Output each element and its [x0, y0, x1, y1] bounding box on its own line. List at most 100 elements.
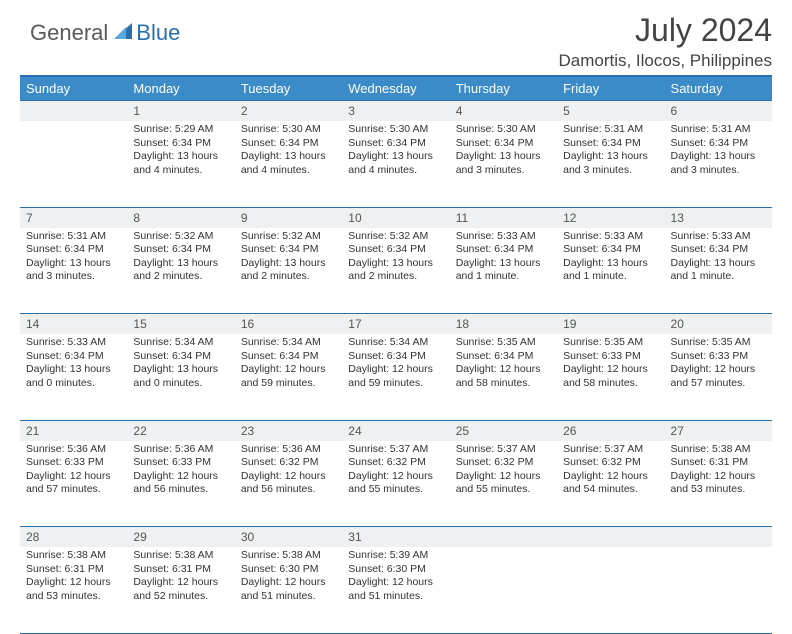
day-body: Sunrise: 5:32 AMSunset: 6:34 PMDaylight:…: [342, 228, 449, 289]
week-number-row: 78910111213: [20, 207, 772, 228]
sunrise-text: Sunrise: 5:38 AM: [671, 443, 766, 457]
day-number-cell: 2: [235, 101, 342, 122]
day-body: Sunrise: 5:36 AMSunset: 6:33 PMDaylight:…: [127, 441, 234, 502]
day-cell: Sunrise: 5:32 AMSunset: 6:34 PMDaylight:…: [342, 228, 449, 314]
day-cell: Sunrise: 5:38 AMSunset: 6:30 PMDaylight:…: [235, 547, 342, 633]
daylight-text: Daylight: 13 hours and 2 minutes.: [348, 257, 443, 284]
sunset-text: Sunset: 6:34 PM: [456, 137, 551, 151]
day-number-cell: 12: [557, 207, 664, 228]
sunrise-text: Sunrise: 5:35 AM: [671, 336, 766, 350]
sunset-text: Sunset: 6:34 PM: [26, 350, 121, 364]
day-body: [450, 547, 557, 553]
day-cell: Sunrise: 5:35 AMSunset: 6:33 PMDaylight:…: [557, 334, 664, 420]
day-number: 28: [20, 527, 127, 547]
day-header: Wednesday: [342, 76, 449, 101]
day-body: Sunrise: 5:31 AMSunset: 6:34 PMDaylight:…: [557, 121, 664, 182]
sunrise-text: Sunrise: 5:37 AM: [563, 443, 658, 457]
day-number: [450, 527, 557, 533]
day-header: Monday: [127, 76, 234, 101]
day-number: 11: [450, 208, 557, 228]
day-number: 7: [20, 208, 127, 228]
day-number: 25: [450, 421, 557, 441]
sunset-text: Sunset: 6:34 PM: [133, 243, 228, 257]
day-body: Sunrise: 5:37 AMSunset: 6:32 PMDaylight:…: [342, 441, 449, 502]
sunset-text: Sunset: 6:34 PM: [456, 350, 551, 364]
day-number: 13: [665, 208, 772, 228]
sunset-text: Sunset: 6:31 PM: [26, 563, 121, 577]
sunset-text: Sunset: 6:34 PM: [348, 350, 443, 364]
sunset-text: Sunset: 6:33 PM: [26, 456, 121, 470]
week-content-row: Sunrise: 5:29 AMSunset: 6:34 PMDaylight:…: [20, 121, 772, 207]
sunrise-text: Sunrise: 5:33 AM: [671, 230, 766, 244]
day-cell: Sunrise: 5:33 AMSunset: 6:34 PMDaylight:…: [450, 228, 557, 314]
day-body: Sunrise: 5:38 AMSunset: 6:30 PMDaylight:…: [235, 547, 342, 608]
day-number: 23: [235, 421, 342, 441]
day-number-cell: 25: [450, 420, 557, 441]
week-number-row: 21222324252627: [20, 420, 772, 441]
day-number-cell: 10: [342, 207, 449, 228]
day-number-cell: 23: [235, 420, 342, 441]
day-number: 21: [20, 421, 127, 441]
day-body: Sunrise: 5:30 AMSunset: 6:34 PMDaylight:…: [450, 121, 557, 182]
sunrise-text: Sunrise: 5:36 AM: [241, 443, 336, 457]
week-content-row: Sunrise: 5:38 AMSunset: 6:31 PMDaylight:…: [20, 547, 772, 633]
sunrise-text: Sunrise: 5:30 AM: [348, 123, 443, 137]
day-body: Sunrise: 5:32 AMSunset: 6:34 PMDaylight:…: [235, 228, 342, 289]
day-number: [557, 527, 664, 533]
day-cell: Sunrise: 5:38 AMSunset: 6:31 PMDaylight:…: [127, 547, 234, 633]
day-cell: Sunrise: 5:31 AMSunset: 6:34 PMDaylight:…: [665, 121, 772, 207]
header: General Blue July 2024 Damortis, Ilocos,…: [20, 12, 772, 71]
calendar-table: Sunday Monday Tuesday Wednesday Thursday…: [20, 75, 772, 634]
sunrise-text: Sunrise: 5:35 AM: [563, 336, 658, 350]
day-body: [665, 547, 772, 553]
sunrise-text: Sunrise: 5:37 AM: [456, 443, 551, 457]
day-number-cell: 20: [665, 314, 772, 335]
day-number: 24: [342, 421, 449, 441]
day-cell: Sunrise: 5:31 AMSunset: 6:34 PMDaylight:…: [557, 121, 664, 207]
daylight-text: Daylight: 12 hours and 53 minutes.: [26, 576, 121, 603]
day-cell: Sunrise: 5:35 AMSunset: 6:33 PMDaylight:…: [665, 334, 772, 420]
sunrise-text: Sunrise: 5:31 AM: [671, 123, 766, 137]
daylight-text: Daylight: 12 hours and 55 minutes.: [348, 470, 443, 497]
day-header: Tuesday: [235, 76, 342, 101]
day-cell: Sunrise: 5:34 AMSunset: 6:34 PMDaylight:…: [342, 334, 449, 420]
day-body: Sunrise: 5:33 AMSunset: 6:34 PMDaylight:…: [665, 228, 772, 289]
month-title: July 2024: [558, 12, 772, 49]
day-number: 18: [450, 314, 557, 334]
daylight-text: Daylight: 13 hours and 3 minutes.: [563, 150, 658, 177]
day-cell: Sunrise: 5:37 AMSunset: 6:32 PMDaylight:…: [342, 441, 449, 527]
sunset-text: Sunset: 6:33 PM: [133, 456, 228, 470]
day-header-row: Sunday Monday Tuesday Wednesday Thursday…: [20, 76, 772, 101]
day-number: 9: [235, 208, 342, 228]
sunrise-text: Sunrise: 5:33 AM: [563, 230, 658, 244]
daylight-text: Daylight: 12 hours and 59 minutes.: [241, 363, 336, 390]
day-cell: Sunrise: 5:37 AMSunset: 6:32 PMDaylight:…: [450, 441, 557, 527]
day-cell: Sunrise: 5:30 AMSunset: 6:34 PMDaylight:…: [235, 121, 342, 207]
day-header: Friday: [557, 76, 664, 101]
day-number-cell: 3: [342, 101, 449, 122]
daylight-text: Daylight: 13 hours and 4 minutes.: [348, 150, 443, 177]
day-cell: Sunrise: 5:30 AMSunset: 6:34 PMDaylight:…: [450, 121, 557, 207]
sunset-text: Sunset: 6:34 PM: [671, 243, 766, 257]
logo-text-blue: Blue: [136, 20, 180, 46]
sunrise-text: Sunrise: 5:38 AM: [26, 549, 121, 563]
daylight-text: Daylight: 13 hours and 1 minute.: [671, 257, 766, 284]
day-number: 20: [665, 314, 772, 334]
day-body: Sunrise: 5:32 AMSunset: 6:34 PMDaylight:…: [127, 228, 234, 289]
day-cell: Sunrise: 5:33 AMSunset: 6:34 PMDaylight:…: [665, 228, 772, 314]
daylight-text: Daylight: 12 hours and 57 minutes.: [26, 470, 121, 497]
day-number: 3: [342, 101, 449, 121]
day-cell: Sunrise: 5:29 AMSunset: 6:34 PMDaylight:…: [127, 121, 234, 207]
day-body: Sunrise: 5:30 AMSunset: 6:34 PMDaylight:…: [235, 121, 342, 182]
day-number-cell: [557, 527, 664, 548]
daylight-text: Daylight: 13 hours and 4 minutes.: [241, 150, 336, 177]
sunrise-text: Sunrise: 5:38 AM: [133, 549, 228, 563]
day-cell: Sunrise: 5:33 AMSunset: 6:34 PMDaylight:…: [20, 334, 127, 420]
day-number: 10: [342, 208, 449, 228]
day-number-cell: 14: [20, 314, 127, 335]
day-body: Sunrise: 5:33 AMSunset: 6:34 PMDaylight:…: [557, 228, 664, 289]
day-cell: Sunrise: 5:38 AMSunset: 6:31 PMDaylight:…: [665, 441, 772, 527]
day-cell: Sunrise: 5:38 AMSunset: 6:31 PMDaylight:…: [20, 547, 127, 633]
sunset-text: Sunset: 6:31 PM: [671, 456, 766, 470]
sunrise-text: Sunrise: 5:35 AM: [456, 336, 551, 350]
